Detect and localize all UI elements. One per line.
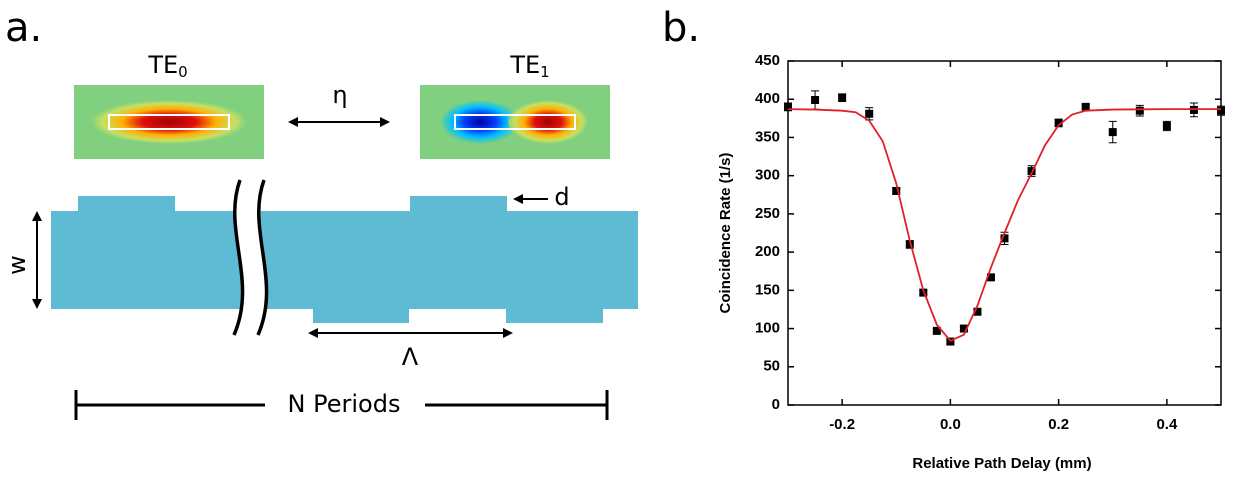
data-point	[1081, 102, 1090, 111]
data-point	[1162, 121, 1171, 130]
mode-label: TE0	[147, 51, 187, 81]
panel-a: a. TE0 TE1 η d w Λ N Periods	[3, 5, 638, 420]
panel-label: a.	[5, 5, 42, 51]
data-point	[811, 95, 820, 104]
panel-label: b.	[662, 5, 700, 51]
data-point	[838, 93, 847, 102]
y-tick-label: 0	[772, 396, 780, 413]
y-tick-label: 200	[755, 243, 780, 260]
width-label: w	[3, 255, 31, 275]
fit-line	[787, 108, 1221, 342]
dimension-arrows	[32, 194, 609, 420]
period-label: Λ	[402, 343, 419, 371]
data-point	[1054, 118, 1063, 127]
y-tick-label: 350	[755, 128, 780, 145]
data-point	[865, 109, 874, 118]
panel-b: Relative Path Delay (mm) Coincidence Rat…	[717, 52, 1225, 472]
mode-label: TE1	[509, 51, 549, 81]
x-axis-title: Relative Path Delay (mm)	[912, 455, 1091, 472]
data-point	[932, 326, 941, 335]
mode-lobe	[440, 100, 520, 144]
y-tick-label: 100	[755, 320, 780, 337]
depth-label: d	[554, 183, 569, 211]
data-point	[905, 240, 914, 249]
data-point	[784, 102, 792, 111]
y-tick-label: 450	[755, 52, 780, 69]
core-outline	[454, 114, 576, 130]
y-tick-label: 250	[755, 205, 780, 222]
x-tick-label: 0.4	[1156, 416, 1178, 433]
data-point	[1027, 167, 1036, 176]
data-point	[1135, 106, 1144, 115]
data-point	[1000, 234, 1009, 243]
data-point	[1108, 128, 1117, 137]
data-point	[986, 273, 995, 282]
n-periods-label: N Periods	[288, 390, 401, 418]
mode-lobe	[91, 100, 247, 144]
data-point	[959, 324, 968, 333]
x-tick-label: 0.2	[1048, 416, 1069, 433]
y-tick-label: 150	[755, 281, 780, 298]
y-tick-label: 400	[755, 90, 780, 107]
y-axis-title: Coincidence Rate (1/s)	[717, 153, 734, 314]
core-outline	[108, 114, 230, 130]
y-tick-label: 300	[755, 167, 780, 184]
data-point	[892, 186, 901, 195]
coupling-arrow	[288, 117, 390, 127]
x-tick-label: 0.0	[940, 416, 961, 433]
waveguide	[51, 196, 638, 323]
coupling-label: η	[332, 81, 347, 109]
plot-frame	[787, 60, 1222, 406]
data-point	[973, 307, 982, 316]
y-tick-label: 50	[763, 358, 780, 375]
x-tick-label: -0.2	[829, 416, 855, 433]
break-line	[232, 179, 269, 336]
data-point	[1217, 106, 1225, 115]
mode-lobe	[508, 100, 588, 144]
